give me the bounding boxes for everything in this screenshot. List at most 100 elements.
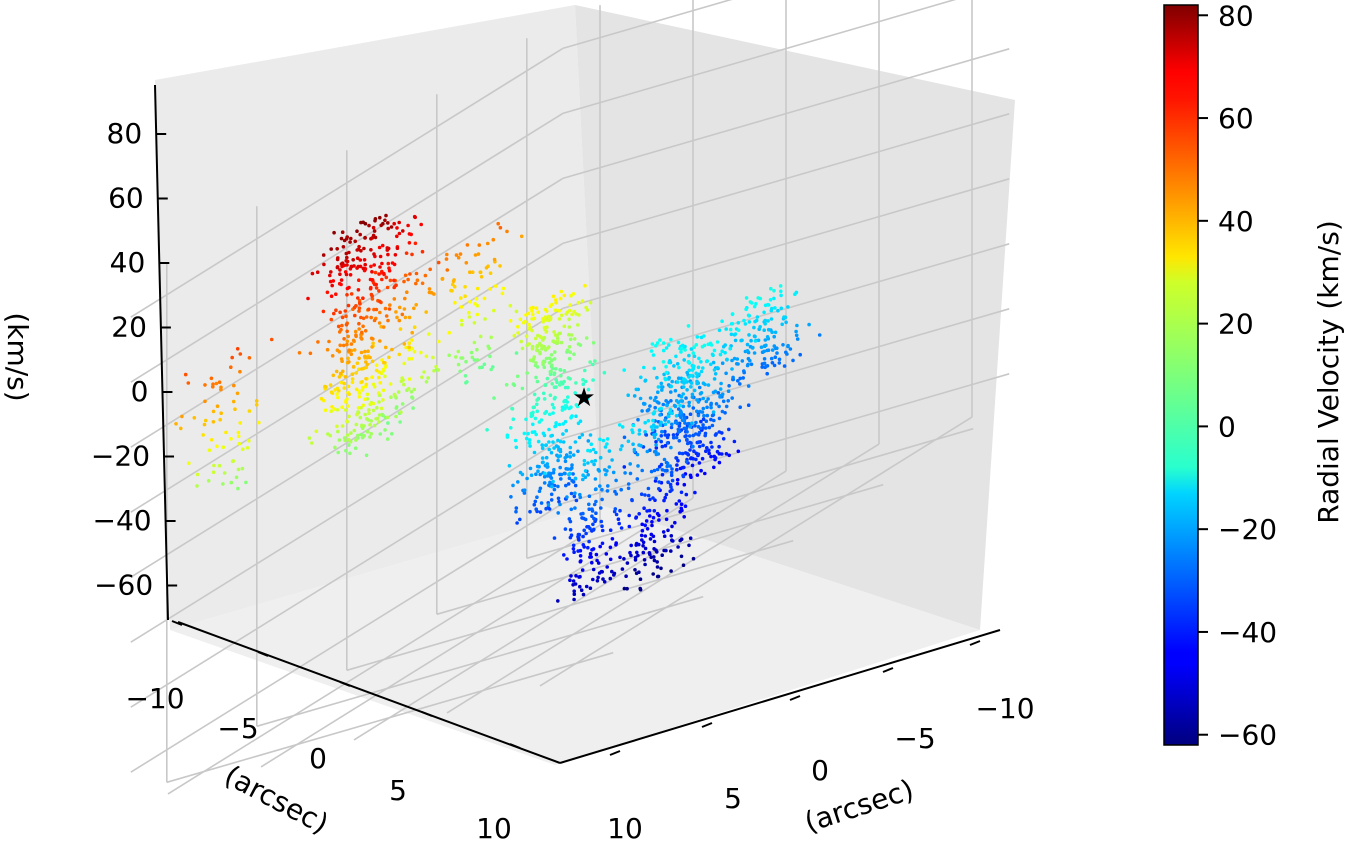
data-point: [772, 296, 776, 301]
data-point: [762, 361, 767, 366]
data-point: [677, 365, 681, 370]
data-point: [496, 221, 501, 226]
data-point: [677, 439, 682, 443]
data-point: [668, 407, 673, 412]
data-point: [754, 318, 759, 323]
data-point: [594, 499, 598, 504]
data-point: [733, 338, 738, 343]
data-point: [211, 409, 216, 414]
data-point: [697, 372, 701, 377]
data-point: [662, 534, 667, 538]
data-point: [663, 418, 667, 422]
data-point: [590, 459, 594, 464]
data-point: [655, 375, 659, 380]
data-point: [491, 365, 495, 369]
data-point: [607, 465, 612, 469]
data-point: [385, 415, 390, 420]
data-point: [512, 333, 517, 338]
data-point: [573, 483, 578, 488]
data-point: [695, 409, 699, 414]
data-point: [531, 422, 535, 427]
data-point: [408, 272, 412, 276]
data-point: [581, 477, 585, 482]
data-point: [368, 355, 372, 360]
data-point: [402, 382, 406, 387]
data-point: [635, 477, 640, 481]
data-point: [663, 495, 667, 500]
data-point: [371, 401, 376, 406]
data-point: [478, 365, 482, 370]
data-point: [489, 335, 494, 340]
data-point: [360, 367, 364, 371]
data-point: [566, 467, 570, 471]
data-point: [692, 345, 696, 350]
data-point: [558, 502, 562, 507]
data-point: [683, 348, 687, 352]
data-point: [665, 464, 669, 469]
data-point: [669, 485, 673, 489]
data-point: [742, 369, 746, 373]
data-point: [402, 307, 407, 311]
data-point: [762, 357, 767, 361]
data-point: [629, 543, 633, 548]
data-point: [547, 412, 552, 417]
data-point: [682, 482, 687, 487]
data-point: [459, 356, 463, 360]
data-point: [736, 379, 740, 383]
data-point: [740, 359, 745, 363]
data-point: [736, 449, 741, 454]
data-point: [590, 507, 594, 512]
data-point: [347, 360, 351, 364]
data-point: [666, 377, 671, 381]
data-point: [338, 371, 343, 376]
data-point: [763, 322, 767, 326]
data-point: [605, 489, 610, 493]
data-point: [652, 410, 657, 414]
data-point: [238, 421, 242, 425]
data-point: [643, 379, 647, 383]
data-point: [753, 334, 757, 339]
data-point: [586, 545, 590, 550]
data-point: [618, 555, 622, 560]
data-point: [645, 449, 650, 454]
data-point: [371, 225, 376, 230]
data-point: [715, 449, 720, 454]
data-point: [179, 426, 183, 431]
data-point: [537, 489, 542, 494]
data-point: [397, 231, 402, 236]
data-point: [648, 514, 652, 518]
data-point: [696, 424, 701, 429]
data-point: [755, 315, 760, 319]
data-point: [377, 400, 381, 404]
data-point: [520, 386, 525, 391]
data-point: [593, 477, 598, 481]
data-point: [341, 343, 346, 348]
data-point: [633, 568, 637, 572]
data-point: [207, 448, 212, 453]
data-point: [655, 560, 659, 564]
data-point: [547, 507, 552, 511]
data-point: [571, 472, 575, 476]
data-point: [701, 396, 705, 401]
data-point: [679, 350, 683, 354]
data-point: [343, 309, 348, 313]
data-point: [427, 287, 432, 291]
left-back-pane: [155, 5, 600, 630]
data-point: [695, 374, 699, 379]
data-point: [383, 218, 387, 223]
colorbar-tick-label: −40: [1218, 616, 1277, 649]
data-point: [371, 341, 375, 346]
data-point: [424, 310, 429, 314]
data-point: [747, 320, 752, 324]
data-point: [325, 290, 330, 295]
data-point: [485, 241, 490, 246]
data-point: [349, 342, 354, 346]
data-point: [360, 435, 365, 440]
data-point: [632, 394, 637, 398]
data-point: [475, 286, 480, 291]
y-tick-mark: [789, 695, 801, 701]
data-point: [586, 439, 591, 443]
data-point: [342, 381, 347, 386]
data-point: [749, 362, 754, 367]
